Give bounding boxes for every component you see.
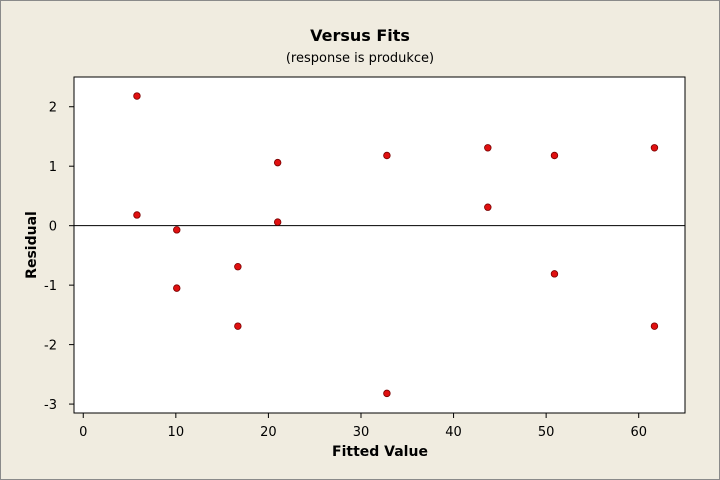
data-point (234, 322, 242, 330)
x-tick-label: 30 (353, 425, 370, 440)
data-point (484, 203, 492, 211)
data-point (133, 211, 141, 219)
data-point (173, 284, 181, 292)
data-point (550, 151, 559, 160)
data-point (650, 144, 659, 152)
y-tick-label: 1 (49, 160, 57, 175)
x-tick-label: 40 (445, 425, 462, 440)
data-point (133, 92, 141, 100)
y-tick-label: 0 (49, 220, 57, 235)
data-point (234, 263, 242, 271)
y-tick-label: 2 (49, 101, 57, 116)
point-layer (133, 92, 659, 398)
data-point (173, 226, 181, 234)
y-tick-label: -2 (44, 339, 57, 354)
data-point (383, 389, 391, 398)
chart-subtitle: (response is produkce) (286, 51, 434, 66)
data-point (383, 151, 391, 160)
data-point (550, 270, 559, 278)
data-point (273, 158, 282, 167)
y-tick-label: -1 (44, 279, 57, 294)
chart-title: Versus Fits (310, 26, 410, 45)
x-tick-label: 50 (538, 425, 555, 440)
x-axis-label: Fitted Value (332, 444, 428, 460)
data-point (484, 144, 492, 152)
data-point (650, 322, 659, 330)
y-axis-label: Residual (24, 211, 40, 279)
x-tick-label: 60 (630, 425, 647, 440)
plot-area (73, 76, 686, 414)
x-tick-label: 10 (168, 425, 185, 440)
x-tick-label: 0 (79, 425, 87, 440)
y-tick-label: -3 (44, 398, 57, 413)
x-tick-label: 20 (260, 425, 277, 440)
data-point (273, 218, 282, 226)
